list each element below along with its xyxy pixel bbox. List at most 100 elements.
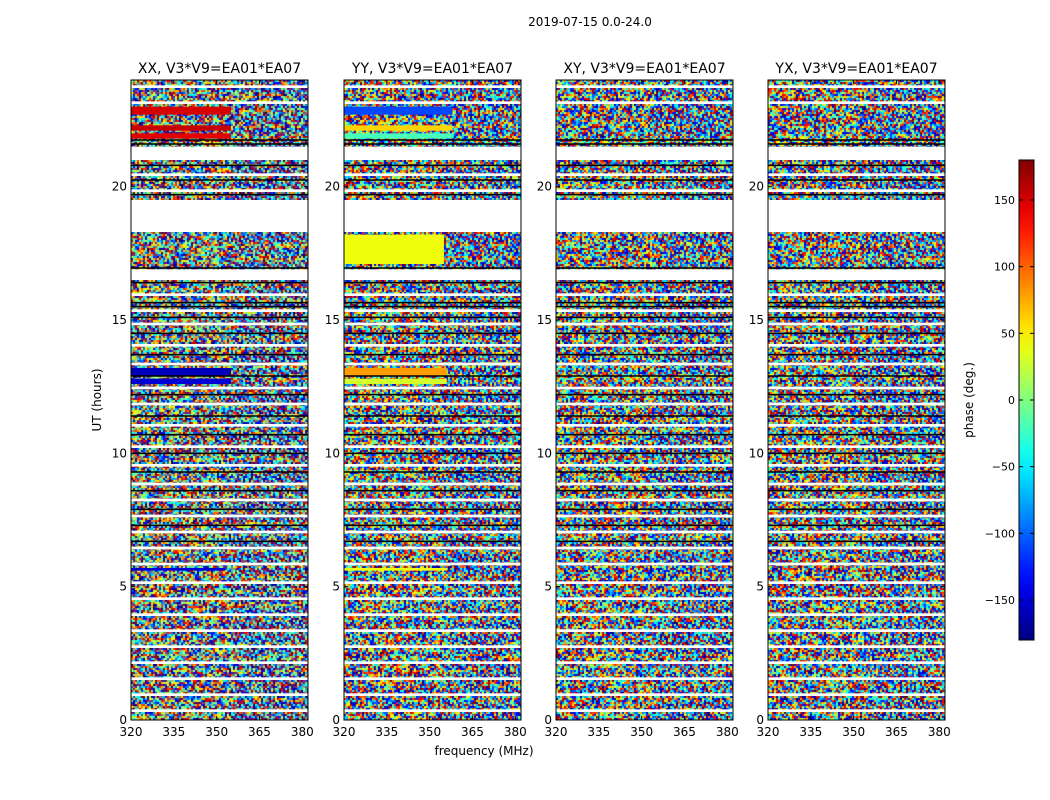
figure-suptitle: 2019-07-15 0.0-24.0 (528, 15, 652, 29)
flag-gap (131, 581, 308, 584)
flag-gap (768, 344, 945, 347)
flag-gap (344, 173, 521, 176)
flag-gap (131, 482, 308, 486)
flag-gap (344, 709, 521, 712)
panel-2: YY, V3*V9=EA01*EA07 320 335 350 365 380 0 5 10 15… (325, 61, 527, 739)
flag-gap (556, 514, 733, 518)
flag-gap (131, 424, 308, 427)
y-tick-label: 20 (537, 180, 552, 194)
flag-gap (131, 445, 308, 448)
flag-gap (768, 269, 945, 280)
flag-gap (131, 661, 308, 664)
y-tick-label: 15 (537, 313, 552, 327)
flag-gap (344, 613, 521, 616)
flag-gap (344, 546, 521, 550)
flag-gap (556, 645, 733, 648)
flag-gap (344, 482, 521, 486)
panel-title: YY, V3*V9=EA01*EA07 (351, 61, 513, 77)
panel-title: XX, V3*V9=EA01*EA07 (138, 61, 301, 77)
x-tick-label: 320 (333, 725, 356, 739)
colorbar-tick-label: 150 (994, 194, 1015, 207)
flag-gap (556, 629, 733, 632)
flag-gap (768, 173, 945, 176)
flag-gap (768, 581, 945, 584)
flag-gap (344, 85, 521, 88)
flag-gap (344, 189, 521, 192)
flag-gap (768, 322, 945, 326)
panel-title: XY, V3*V9=EA01*EA07 (563, 61, 725, 77)
flag-gap (344, 693, 521, 696)
flag-gap (556, 146, 733, 160)
flag-gap (768, 85, 945, 88)
y-tick-label: 0 (332, 713, 340, 727)
flag-gap (344, 424, 521, 427)
flag-gap (768, 189, 945, 192)
flag-gap (344, 562, 521, 566)
flag-gap (344, 581, 521, 584)
colorbar-tick-label: −50 (992, 461, 1015, 474)
flag-gap (344, 445, 521, 448)
flag-gap (556, 386, 733, 390)
y-tick-label: 10 (537, 446, 552, 460)
colorbar-tick-label: 0 (1008, 394, 1015, 407)
y-tick-label: 0 (119, 713, 127, 727)
panel-title: YX, V3*V9=EA01*EA07 (774, 61, 937, 77)
flag-gap (556, 581, 733, 584)
y-tick-label: 15 (325, 313, 340, 327)
axes-frame (767, 79, 946, 721)
flag-gap (556, 709, 733, 712)
y-tick-label: 0 (544, 713, 552, 727)
flag-gap (556, 293, 733, 296)
flag-gap (131, 269, 308, 280)
flag-gap (131, 629, 308, 632)
flag-gap (556, 424, 733, 427)
coherent-band (131, 106, 231, 115)
flag-gap (556, 464, 733, 467)
coherent-band (344, 133, 453, 139)
flag-gap (344, 200, 521, 232)
flag-gap (131, 309, 308, 312)
flag-gap (556, 362, 733, 366)
x-tick-label: 350 (842, 725, 865, 739)
flag-gap (344, 597, 521, 600)
x-tick-label: 350 (418, 725, 441, 739)
coherent-band (344, 125, 453, 131)
flag-gap (131, 546, 308, 550)
flag-gap (768, 546, 945, 550)
flag-gap (768, 424, 945, 427)
flag-gap (768, 362, 945, 366)
flag-gap (556, 402, 733, 406)
flag-gap (768, 645, 945, 648)
x-tick-label: 380 (716, 725, 739, 739)
flag-gap (131, 362, 308, 366)
flag-gap (131, 146, 308, 160)
flag-gap (344, 293, 521, 296)
flag-gap (344, 645, 521, 648)
flag-gap (768, 530, 945, 534)
x-tick-label: 335 (587, 725, 610, 739)
colorbar-tick-label: 50 (1001, 327, 1015, 340)
flag-gap (131, 597, 308, 600)
flag-gap (344, 101, 521, 104)
y-tick-label: 20 (325, 180, 340, 194)
flag-gap (768, 597, 945, 600)
flag-gap (556, 189, 733, 192)
flag-gap (556, 173, 733, 176)
flag-gap (556, 677, 733, 680)
x-axis-label: frequency (MHz) (434, 744, 533, 758)
y-tick-label: 15 (112, 313, 127, 327)
flag-gap (556, 344, 733, 347)
flag-gap (131, 322, 308, 326)
flag-gap (344, 309, 521, 312)
coherent-band (131, 368, 231, 376)
coherent-band (344, 368, 447, 376)
flag-gap (131, 386, 308, 390)
x-tick-label: 365 (461, 725, 484, 739)
flag-gap (131, 613, 308, 616)
colorbar: 150 100 50 0 −50 −100 −150 (985, 159, 1035, 641)
flag-gap (768, 445, 945, 448)
x-tick-label: 350 (205, 725, 228, 739)
flag-gap (344, 514, 521, 518)
flag-gap (768, 309, 945, 312)
flag-gap (556, 693, 733, 696)
